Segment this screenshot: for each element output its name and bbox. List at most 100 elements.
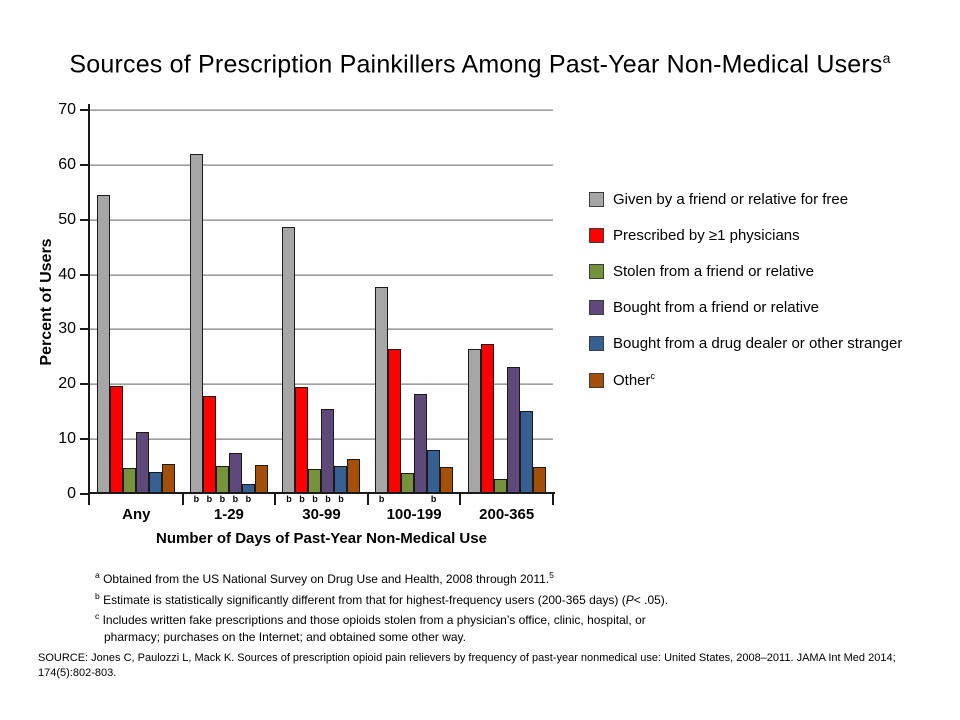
bar-prescribed-200-365 <box>480 344 494 494</box>
sig-marker-30-99-prescribed: b <box>299 494 305 504</box>
bar-stolen-friend-30-99 <box>308 469 322 494</box>
gridline-20 <box>90 383 553 386</box>
y-tick-label-10: 10 <box>58 430 76 448</box>
sig-marker-1-29-bought-dealer: b <box>245 494 252 504</box>
bar-group-200-365 <box>460 110 553 494</box>
legend-swatch-bought-dealer <box>589 336 604 351</box>
bar-given-free-100-199 <box>375 286 389 494</box>
bar-bought-dealer-Any <box>149 472 163 494</box>
footnotes: a Obtained from the US National Survey o… <box>95 567 745 645</box>
source-line-1: SOURCE: Jones C, Paulozzi L, Mack K. Sou… <box>38 652 896 664</box>
footnote-b-text: Estimate is statistically significantly … <box>103 592 626 607</box>
bar-other-1-29 <box>254 464 268 494</box>
y-axis-line <box>88 104 90 505</box>
bar-group-100-199 <box>368 110 461 494</box>
legend-label-bought-friend: Bought from a friend or relative <box>613 299 819 316</box>
y-tick-30 <box>80 328 89 331</box>
title-superscript: a <box>882 50 891 66</box>
y-tick-label-0: 0 <box>67 485 76 502</box>
sig-marker-1-29-bought-friend: b <box>232 494 239 504</box>
gridline-30 <box>90 328 553 331</box>
legend-label-stolen-friend: Stolen from a friend or relative <box>613 263 814 280</box>
footnote-b-marker: b <box>95 590 100 601</box>
bar-prescribed-30-99 <box>295 387 309 494</box>
legend-label-superscript-other: c <box>650 371 656 381</box>
gridline-50 <box>90 218 553 221</box>
bar-other-200-365 <box>532 467 546 494</box>
bar-bought-dealer-30-99 <box>334 466 348 494</box>
y-tick-20 <box>80 383 89 386</box>
category-label-1-29: 1-29 <box>213 506 244 523</box>
y-tick-label-70: 70 <box>58 101 76 118</box>
x-axis-separator-2 <box>274 493 277 505</box>
category-label-100-199: 100-199 <box>386 506 442 523</box>
y-tick-10 <box>80 438 89 441</box>
sig-marker-30-99-bought-friend: b <box>325 494 331 504</box>
bar-given-free-200-365 <box>467 349 481 494</box>
footnote-a-marker: a <box>95 570 100 580</box>
sig-marker-1-29-prescribed: b <box>206 494 213 504</box>
legend-label-bought-dealer: Bought from a drug dealer or other stran… <box>613 335 903 352</box>
gridline-70 <box>90 109 553 111</box>
legend-label-prescribed: Prescribed by ≥1 physicians <box>613 227 800 244</box>
source-citation: SOURCE: Jones C, Paulozzi L, Mack K. Sou… <box>38 651 943 681</box>
legend-swatch-bought-friend <box>589 300 604 315</box>
x-axis-separator-1 <box>181 493 184 505</box>
bar-given-free-30-99 <box>282 227 296 494</box>
gridline-60 <box>90 163 553 166</box>
footnote-b-text-end: < .05). <box>633 592 669 607</box>
legend-swatch-prescribed <box>589 228 604 243</box>
bar-other-Any <box>162 464 176 494</box>
y-tick-50 <box>80 218 89 221</box>
sig-marker-1-29-given-free: b <box>193 494 200 504</box>
x-axis-line <box>88 492 555 494</box>
bar-bought-dealer-200-365 <box>519 410 533 494</box>
legend-swatch-other <box>589 372 604 388</box>
legend-item-stolen-friend: Stolen from a friend or relative <box>589 263 902 280</box>
bar-prescribed-Any <box>110 385 124 494</box>
footnote-b-pvalue: P <box>625 592 634 607</box>
legend-label-other: Otherc <box>613 371 656 389</box>
legend-item-bought-friend: Bought from a friend or relative <box>589 299 902 316</box>
sig-marker-1-29-stolen-friend: b <box>219 494 226 504</box>
chart-title-text: Sources of Prescription Painkillers Amon… <box>69 50 883 79</box>
legend-item-other: Otherc <box>589 371 902 389</box>
footnote-a-text: Obtained from the US National Survey on … <box>103 572 550 586</box>
bar-other-100-199 <box>440 466 454 494</box>
category-label-30-99: 30-99 <box>302 506 341 523</box>
x-axis-separator-5 <box>552 493 554 505</box>
y-tick-60 <box>80 163 89 166</box>
category-label-200-365: 200-365 <box>479 506 535 523</box>
x-axis-separator-4 <box>459 493 462 505</box>
y-tick-label-20: 20 <box>58 375 76 393</box>
bar-given-free-1-29 <box>189 153 203 494</box>
sig-marker-30-99-stolen-friend: b <box>312 494 318 504</box>
legend-item-prescribed: Prescribed by ≥1 physicians <box>589 227 902 244</box>
footnote-a: a Obtained from the US National Survey o… <box>95 567 745 588</box>
bar-prescribed-1-29 <box>202 396 216 494</box>
legend-swatch-given-free <box>589 192 604 207</box>
y-tick-label-30: 30 <box>58 320 76 338</box>
footnote-c-text-2: pharmacy; purchases on the Internet; and… <box>104 629 466 644</box>
legend-item-given-free: Given by a friend or relative for free <box>589 191 902 208</box>
bar-prescribed-100-199 <box>388 348 402 494</box>
y-tick-label-40: 40 <box>58 265 76 283</box>
legend-swatch-stolen-friend <box>589 264 604 279</box>
bar-stolen-friend-100-199 <box>401 472 415 494</box>
y-tick-40 <box>80 273 89 276</box>
bar-bought-dealer-100-199 <box>427 450 441 494</box>
footnote-b: b Estimate is statistically significantl… <box>95 588 745 609</box>
footnote-c-continued: pharmacy; purchases on the Internet; and… <box>95 629 745 646</box>
bar-stolen-friend-Any <box>123 468 137 494</box>
bar-given-free-Any <box>97 195 111 494</box>
bar-bought-friend-200-365 <box>506 366 520 494</box>
footnote-c: c Includes written fake prescriptions an… <box>95 608 745 629</box>
legend-item-bought-dealer: Bought from a drug dealer or other stran… <box>589 335 902 352</box>
sig-marker-30-99-bought-dealer: b <box>338 494 344 504</box>
footnote-a-ref: 5 <box>549 570 554 580</box>
gridline-40 <box>90 273 553 276</box>
bar-bought-friend-1-29 <box>228 452 242 494</box>
bar-group-1-29 <box>183 110 276 494</box>
legend-label-given-free: Given by a friend or relative for free <box>613 191 849 208</box>
